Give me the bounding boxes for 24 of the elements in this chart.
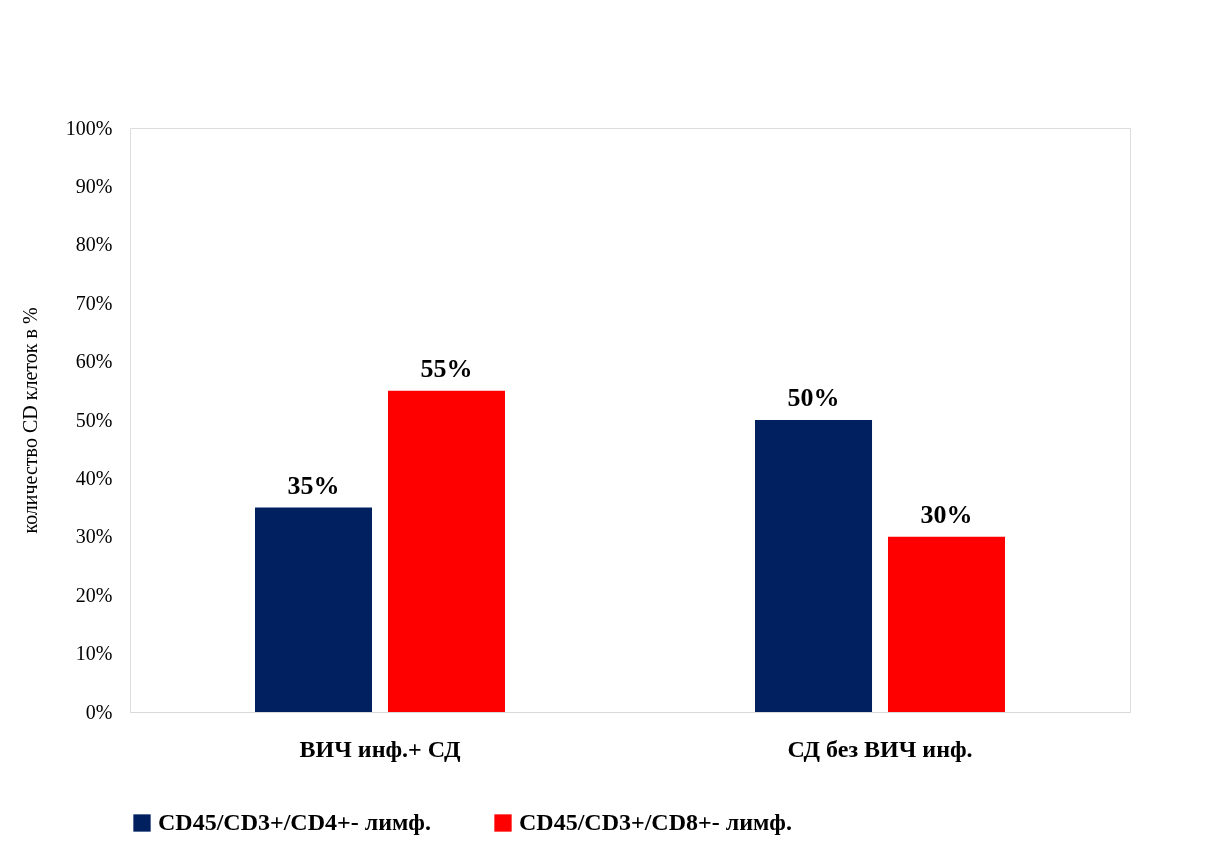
data-label: 55% <box>420 353 473 383</box>
bar <box>387 390 505 712</box>
legend-label: CD45/CD3+/CD4+- лимф. <box>158 809 431 835</box>
legend-label: CD45/CD3+/CD8+- лимф. <box>519 809 792 835</box>
y-tick-label: 40% <box>75 466 113 489</box>
y-tick-label: 70% <box>75 291 113 314</box>
y-tick-label: 100% <box>65 116 113 139</box>
y-tick-label: 20% <box>75 583 113 606</box>
bar <box>755 420 873 712</box>
bar <box>255 507 373 712</box>
bar <box>887 536 1005 712</box>
x-tick-label: ВИЧ инф.+ СД <box>299 735 461 762</box>
x-tick-label: СД без ВИЧ инф. <box>787 735 973 762</box>
y-axis-title: количество CD клеток в % <box>18 307 41 534</box>
y-tick-label: 50% <box>75 408 113 431</box>
y-tick-label: 60% <box>75 350 113 373</box>
y-tick-label: 10% <box>75 642 113 665</box>
data-label: 30% <box>920 499 973 529</box>
y-tick-label: 80% <box>75 233 113 256</box>
y-tick-label: 0% <box>85 700 113 723</box>
data-label: 35% <box>287 470 340 500</box>
data-label: 50% <box>787 383 840 412</box>
y-tick-label: 90% <box>75 174 113 197</box>
y-tick-label: 30% <box>75 525 113 548</box>
